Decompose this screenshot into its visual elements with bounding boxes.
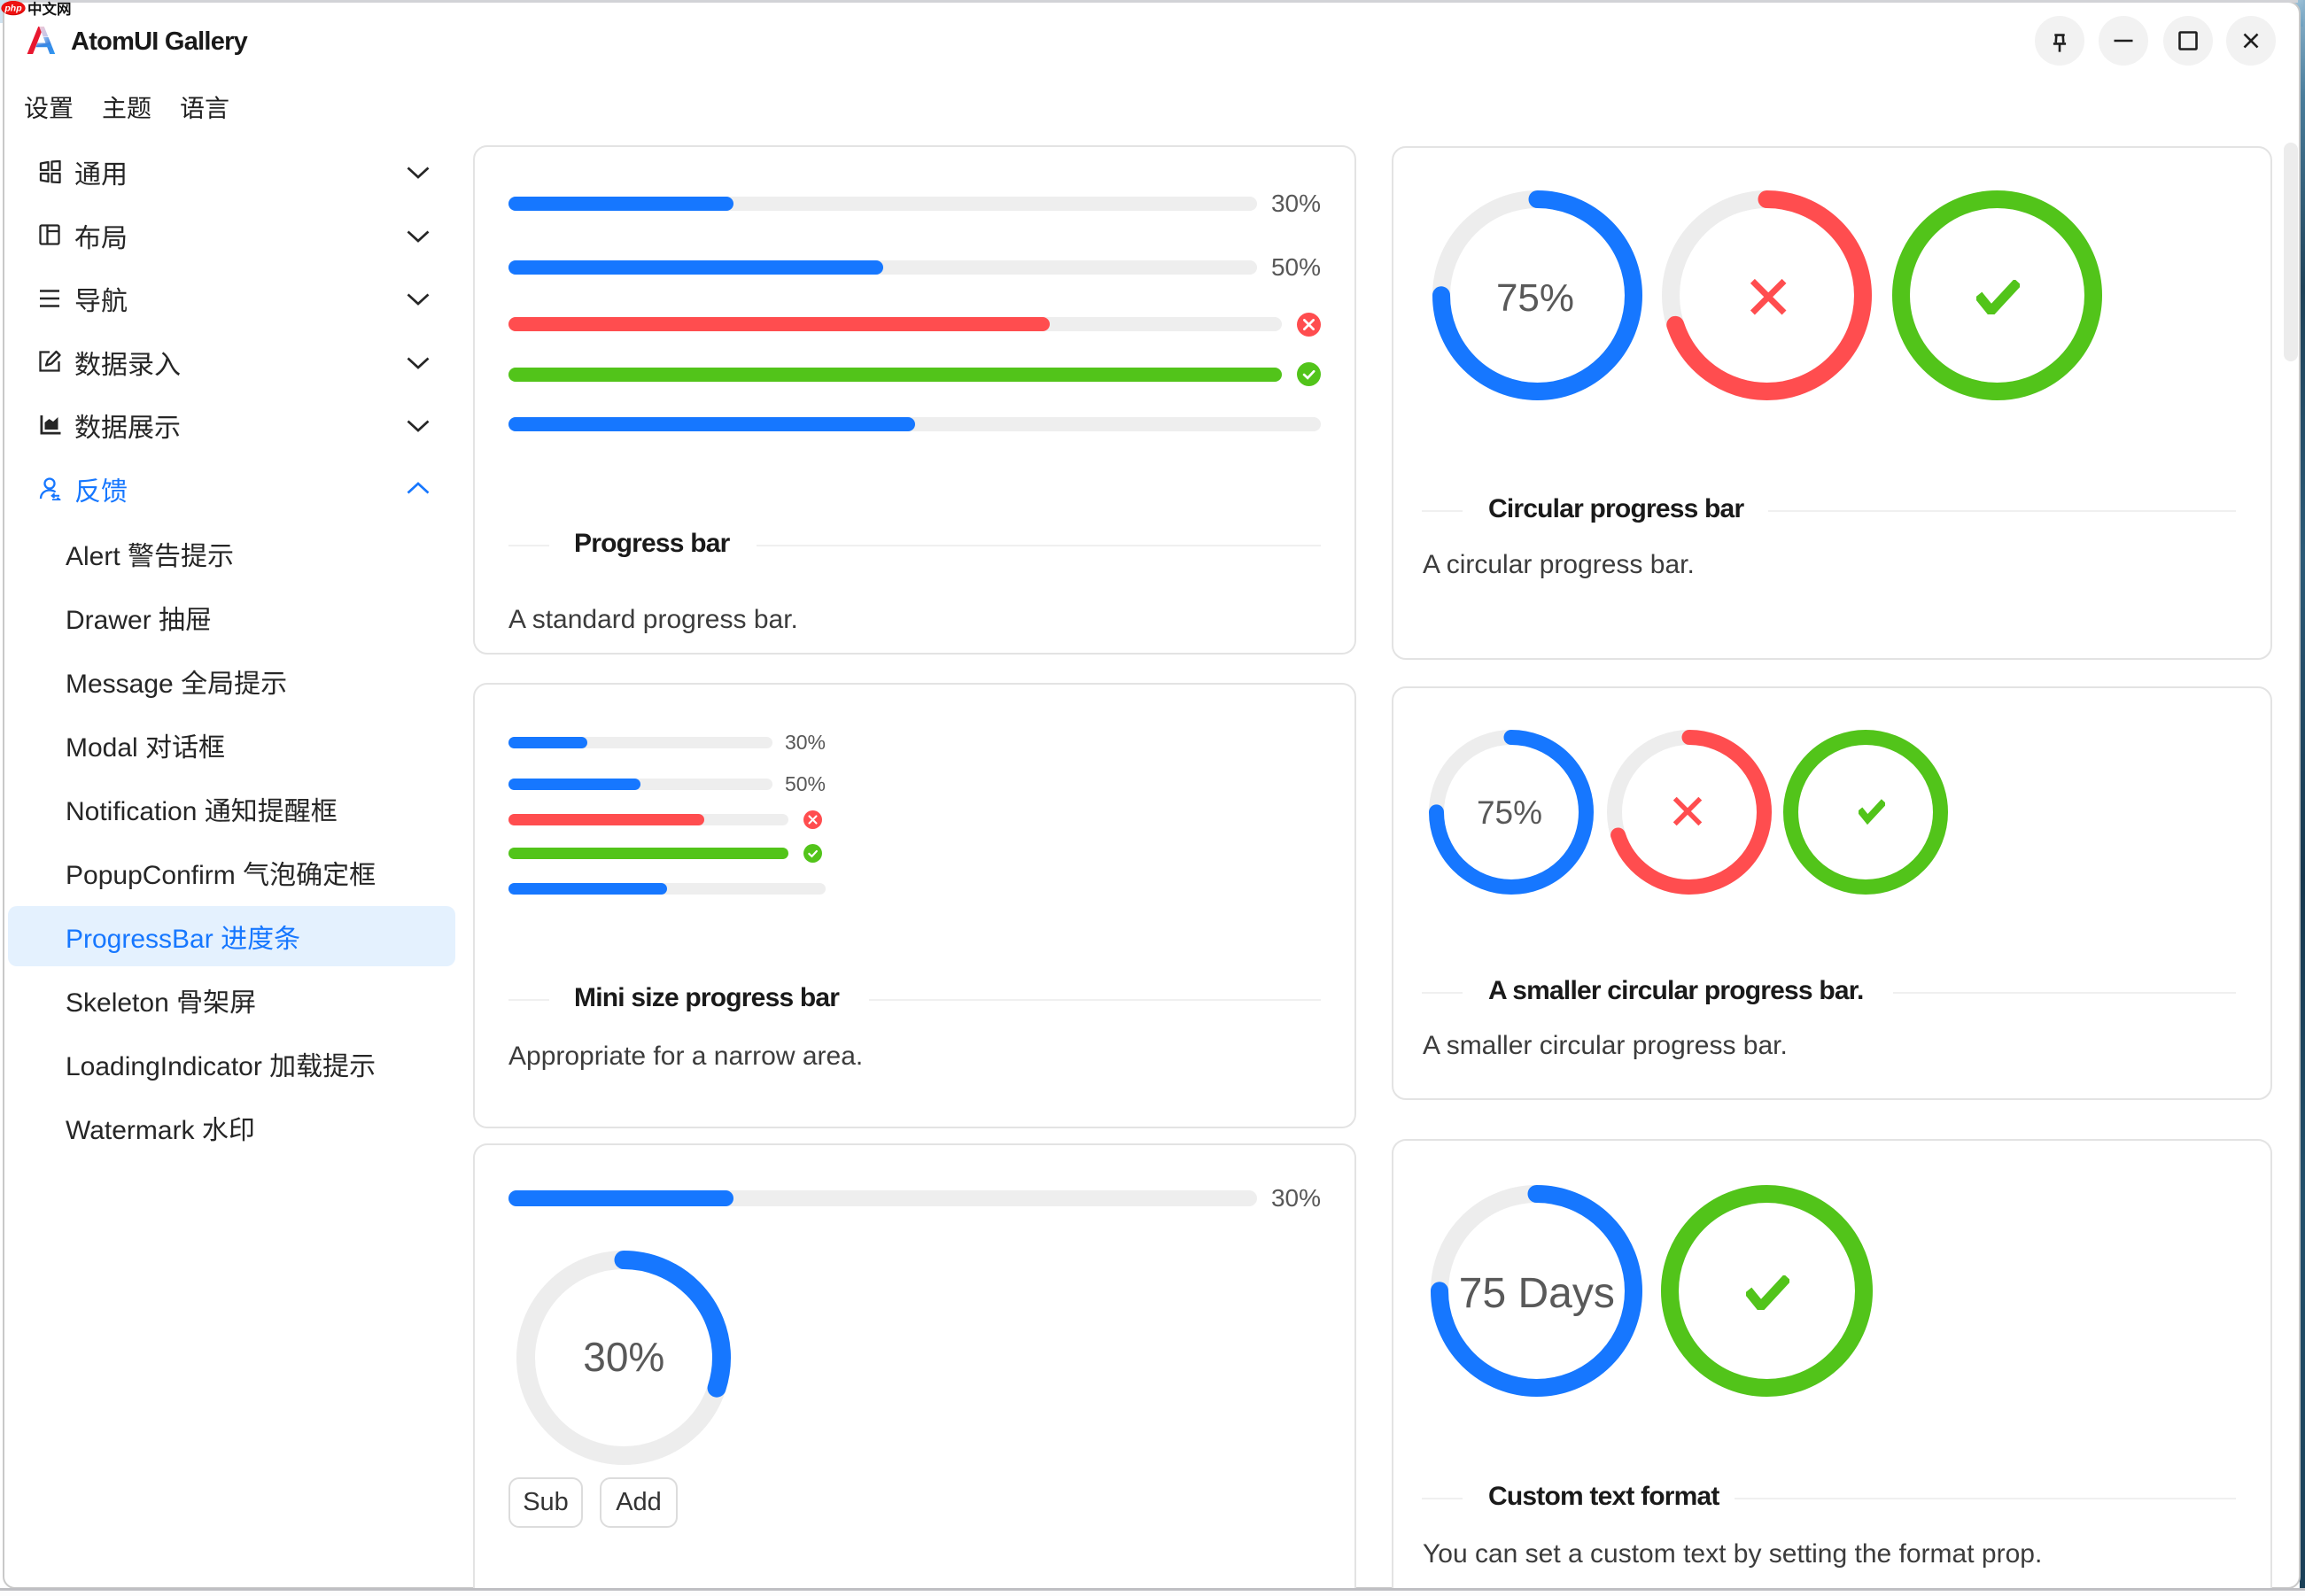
svg-text:中文网: 中文网 — [27, 0, 72, 19]
svg-text:php: php — [4, 4, 22, 14]
